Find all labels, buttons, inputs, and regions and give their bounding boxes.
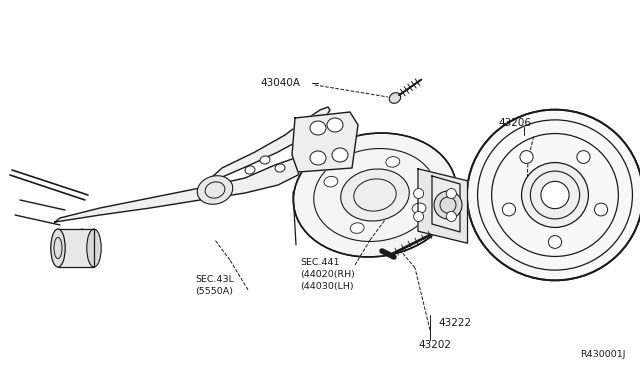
Text: 43202: 43202 [418,340,451,350]
Ellipse shape [541,181,569,209]
Ellipse shape [389,93,401,103]
Ellipse shape [434,191,462,219]
Polygon shape [292,112,358,172]
Ellipse shape [324,176,338,187]
Text: (44020(RH): (44020(RH) [300,270,355,279]
Text: SEC.441: SEC.441 [300,258,339,267]
Ellipse shape [446,189,456,199]
Ellipse shape [446,211,456,221]
Ellipse shape [350,223,364,233]
Ellipse shape [332,148,348,162]
Ellipse shape [245,166,255,174]
Ellipse shape [467,110,640,280]
Text: R430001J: R430001J [580,350,625,359]
Ellipse shape [75,229,89,267]
Ellipse shape [520,151,533,163]
Ellipse shape [310,151,326,165]
Ellipse shape [386,157,400,167]
Ellipse shape [522,163,588,227]
Text: 43206: 43206 [498,118,531,128]
Ellipse shape [577,151,590,163]
Ellipse shape [293,133,457,257]
Polygon shape [432,176,460,232]
Polygon shape [55,158,302,222]
Ellipse shape [413,211,424,221]
Ellipse shape [275,164,285,172]
Ellipse shape [87,229,101,267]
Polygon shape [418,169,467,243]
Ellipse shape [502,203,516,216]
Ellipse shape [413,189,424,199]
Polygon shape [200,107,330,188]
Text: (44030(LH): (44030(LH) [300,282,354,291]
Ellipse shape [412,203,426,214]
Text: 43040A: 43040A [260,78,300,88]
Text: SEC.43L: SEC.43L [195,275,234,284]
Ellipse shape [197,176,233,204]
Polygon shape [58,229,94,267]
Ellipse shape [51,229,65,267]
Text: 43222: 43222 [438,318,471,328]
Ellipse shape [595,203,607,216]
Ellipse shape [548,235,562,248]
Text: (5550A): (5550A) [195,287,233,296]
Ellipse shape [310,121,326,135]
Ellipse shape [340,169,410,221]
Ellipse shape [327,118,343,132]
Ellipse shape [260,156,270,164]
